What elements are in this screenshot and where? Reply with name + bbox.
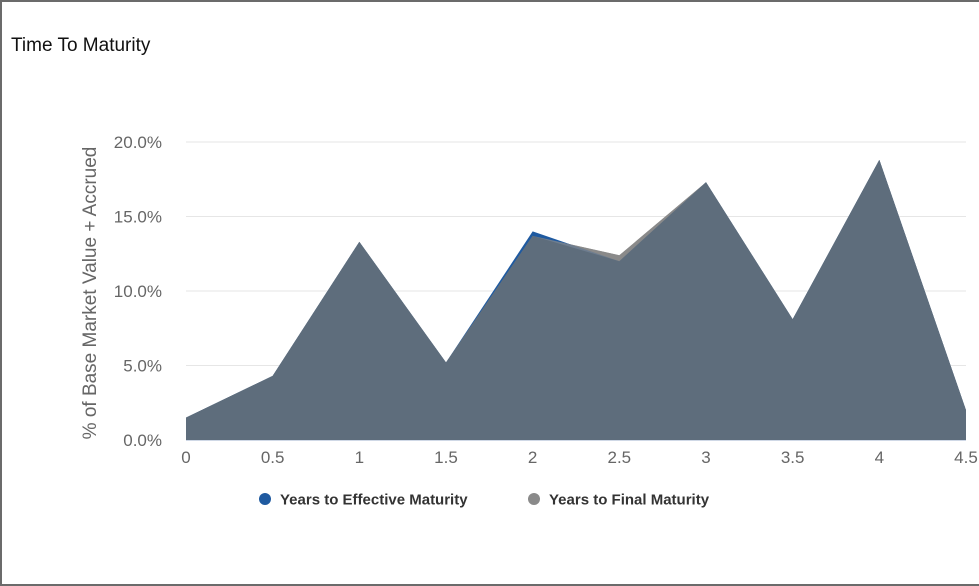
series-areas [186, 159, 966, 440]
legend-swatch [259, 493, 271, 505]
y-axis-ticks: 0.0% 5.0% 10.0% 15.0% 20.0% [114, 133, 162, 450]
y-tick-label: 5.0% [123, 357, 162, 376]
x-tick-label: 0 [181, 448, 190, 467]
x-tick-label: 0.5 [261, 448, 285, 467]
legend-label: Years to Effective Maturity [280, 492, 468, 509]
legend-item-effective[interactable]: Years to Effective Maturity [259, 492, 468, 509]
x-tick-label: 1.5 [434, 448, 458, 467]
y-tick-label: 10.0% [114, 282, 162, 301]
legend[interactable]: Years to Effective Maturity Years to Fina… [259, 492, 710, 509]
y-tick-label: 15.0% [114, 208, 162, 227]
x-axis-ticks: 0 0.5 1 1.5 2 2.5 3 3.5 4 4.5 [181, 448, 978, 467]
panel-title: Time To Maturity [11, 35, 151, 56]
x-tick-label: 3.5 [781, 448, 805, 467]
x-tick-label: 1 [355, 448, 364, 467]
legend-item-final[interactable]: Years to Final Maturity [528, 492, 710, 509]
legend-label: Years to Final Maturity [549, 492, 710, 509]
y-axis-label: % of Base Market Value + Accrued [80, 147, 101, 440]
y-tick-label: 0.0% [123, 431, 162, 450]
x-tick-label: 2 [528, 448, 537, 467]
x-tick-label: 2.5 [608, 448, 632, 467]
x-tick-label: 3 [701, 448, 710, 467]
x-tick-label: 4 [875, 448, 884, 467]
legend-swatch [528, 493, 540, 505]
y-tick-label: 20.0% [114, 133, 162, 152]
series-area-overlap [186, 159, 966, 440]
x-tick-label: 4.5 [954, 448, 978, 467]
